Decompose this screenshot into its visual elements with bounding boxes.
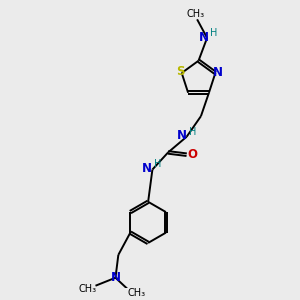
Text: N: N [110,271,121,284]
Text: O: O [188,148,197,160]
Text: S: S [176,65,184,78]
Text: CH₃: CH₃ [127,288,146,298]
Text: N: N [213,66,223,79]
Text: H: H [154,159,161,169]
Text: H: H [189,127,196,136]
Text: N: N [176,129,187,142]
Text: CH₃: CH₃ [79,284,97,294]
Text: N: N [142,162,152,175]
Text: H: H [210,28,218,38]
Text: CH₃: CH₃ [187,9,205,19]
Text: N: N [199,31,209,44]
